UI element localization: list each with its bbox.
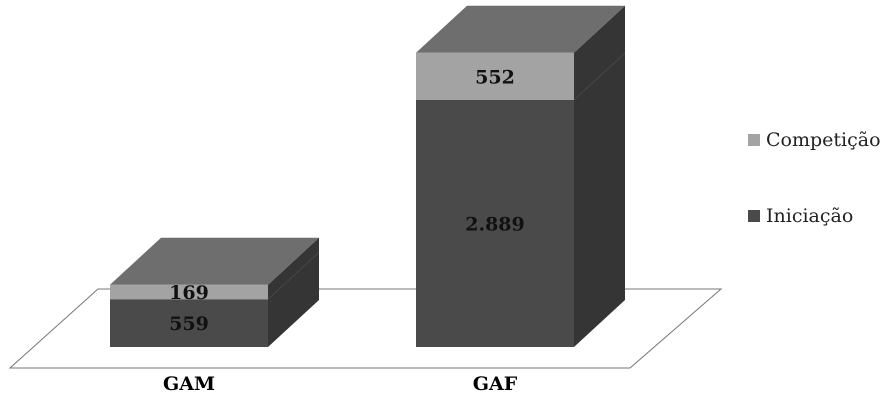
legend-label-competicao: Competição [766,129,881,151]
data-label-iniciacao-gaf: 2.889 [465,213,525,235]
bar-iniciacao-gam-front [110,299,268,347]
bar-iniciacao-gaf-front [416,99,574,347]
data-label-competicao-gaf: 552 [475,66,515,88]
bar-iniciacao-gam-side [268,252,319,347]
bar-competicao-gam-front [110,284,268,300]
bar-top-gaf [416,5,625,53]
bars-group [110,5,625,347]
bar-competicao-gam-side [268,237,319,300]
legend: Competição Iniciação [748,129,881,227]
data-label-competicao-gam: 169 [169,282,209,304]
bar-competicao-gaf-front [416,52,574,100]
category-labels-group: GAM GAF [163,373,518,395]
legend-swatch-iniciacao [748,210,760,222]
legend-swatch-competicao [748,134,760,146]
category-label-gaf: GAF [473,373,518,395]
bar-competicao-gaf-side [574,5,625,100]
data-label-iniciacao-gam: 559 [169,313,209,335]
bar-iniciacao-gaf-side [574,52,625,347]
legend-label-iniciacao: Iniciação [766,205,853,227]
category-label-gam: GAM [163,373,215,395]
bar-top-gam [110,237,319,285]
data-labels-group: 559 169 2.889 552 [169,66,525,335]
